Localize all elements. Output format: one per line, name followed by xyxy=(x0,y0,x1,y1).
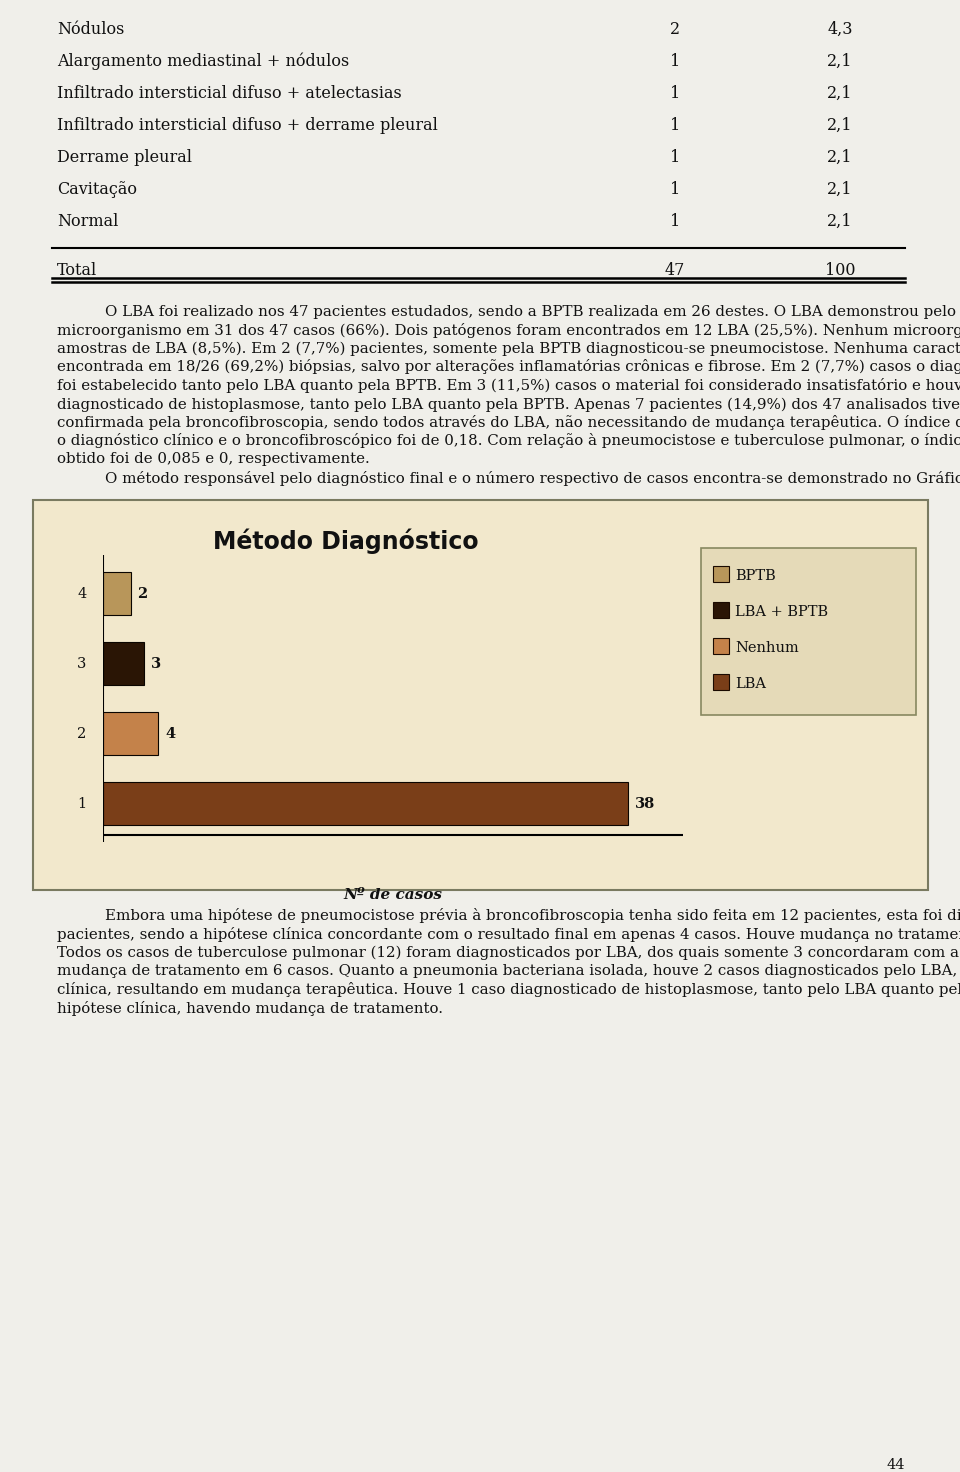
Text: 2: 2 xyxy=(77,727,86,740)
Text: 1: 1 xyxy=(670,149,680,166)
Text: 3: 3 xyxy=(77,657,86,671)
Text: LBA + BPTB: LBA + BPTB xyxy=(735,605,828,620)
Text: Método Diagnóstico: Método Diagnóstico xyxy=(213,528,479,553)
Text: encontrada em 18/26 (69,2%) biópsias, salvo por alterações inflamatórias crônica: encontrada em 18/26 (69,2%) biópsias, sa… xyxy=(57,359,960,374)
Bar xyxy=(713,602,729,618)
Text: Nº de casos: Nº de casos xyxy=(344,888,443,902)
Text: confirmada pela broncofibroscopia, sendo todos através do LBA, não necessitando : confirmada pela broncofibroscopia, sendo… xyxy=(57,415,960,430)
Text: Infiltrado intersticial difuso + derrame pleural: Infiltrado intersticial difuso + derrame… xyxy=(57,116,438,134)
Bar xyxy=(701,548,916,715)
Text: 2: 2 xyxy=(137,586,148,601)
Text: pacientes, sendo a hipótese clínica concordante com o resultado final em apenas : pacientes, sendo a hipótese clínica conc… xyxy=(57,926,960,942)
Text: Cavitação: Cavitação xyxy=(57,181,137,199)
Text: Normal: Normal xyxy=(57,213,118,230)
Text: Nódulos: Nódulos xyxy=(57,21,125,38)
Bar xyxy=(103,571,131,615)
Text: microorganismo em 31 dos 47 casos (66%). Dois patógenos foram encontrados em 12 : microorganismo em 31 dos 47 casos (66%).… xyxy=(57,322,960,337)
Text: Derrame pleural: Derrame pleural xyxy=(57,149,192,166)
Bar xyxy=(103,712,158,755)
Text: 1: 1 xyxy=(670,85,680,102)
Text: 2,1: 2,1 xyxy=(828,53,852,71)
Bar xyxy=(713,567,729,581)
Bar xyxy=(713,637,729,654)
Text: diagnosticado de histoplasmose, tanto pelo LBA quanto pela BPTB. Apenas 7 pacien: diagnosticado de histoplasmose, tanto pe… xyxy=(57,396,960,412)
Text: 1: 1 xyxy=(670,116,680,134)
Text: 44: 44 xyxy=(886,1457,905,1472)
Text: LBA: LBA xyxy=(735,677,766,690)
Text: 1: 1 xyxy=(670,181,680,199)
Text: 4: 4 xyxy=(77,586,86,601)
Text: 2: 2 xyxy=(670,21,680,38)
Text: 3: 3 xyxy=(152,657,161,671)
Text: foi estabelecido tanto pelo LBA quanto pela BPTB. Em 3 (11,5%) casos o material : foi estabelecido tanto pelo LBA quanto p… xyxy=(57,378,960,393)
Text: 2,1: 2,1 xyxy=(828,213,852,230)
Bar xyxy=(103,642,144,684)
Text: mudança de tratamento em 6 casos. Quanto a pneumonia bacteriana isolada, houve 2: mudança de tratamento em 6 casos. Quanto… xyxy=(57,964,960,979)
Text: 2,1: 2,1 xyxy=(828,116,852,134)
Text: 2,1: 2,1 xyxy=(828,181,852,199)
Text: hipótese clínica, havendo mudança de tratamento.: hipótese clínica, havendo mudança de tra… xyxy=(57,1001,443,1016)
Text: 38: 38 xyxy=(635,796,655,811)
Text: Alargamento mediastinal + nódulos: Alargamento mediastinal + nódulos xyxy=(57,53,349,71)
Text: obtido foi de 0,085 e 0, respectivamente.: obtido foi de 0,085 e 0, respectivamente… xyxy=(57,452,370,467)
Text: Nenhum: Nenhum xyxy=(735,640,799,655)
Text: 2,1: 2,1 xyxy=(828,149,852,166)
Text: Infiltrado intersticial difuso + atelectasias: Infiltrado intersticial difuso + atelect… xyxy=(57,85,401,102)
Text: Embora uma hipótese de pneumocistose prévia à broncofibroscopia tenha sido feita: Embora uma hipótese de pneumocistose pré… xyxy=(105,908,960,923)
Text: amostras de LBA (8,5%). Em 2 (7,7%) pacientes, somente pela BPTB diagnosticou-se: amostras de LBA (8,5%). Em 2 (7,7%) paci… xyxy=(57,342,960,356)
Bar xyxy=(103,782,628,826)
Text: 47: 47 xyxy=(665,262,685,280)
Text: 4: 4 xyxy=(165,727,176,740)
Text: BPTB: BPTB xyxy=(735,570,776,583)
Text: Total: Total xyxy=(57,262,97,280)
Text: 1: 1 xyxy=(78,796,86,811)
Bar xyxy=(713,674,729,690)
Text: 100: 100 xyxy=(825,262,855,280)
Text: 4,3: 4,3 xyxy=(828,21,852,38)
Text: 1: 1 xyxy=(670,213,680,230)
Text: O método responsável pelo diagnóstico final e o número respectivo de casos encon: O método responsável pelo diagnóstico fi… xyxy=(105,471,960,487)
Text: O LBA foi realizado nos 47 pacientes estudados, sendo a BPTB realizada em 26 des: O LBA foi realizado nos 47 pacientes est… xyxy=(105,305,960,319)
Text: o diagnóstico clínico e o broncofibroscópico foi de 0,18. Com relação à pneumoci: o diagnóstico clínico e o broncofibroscó… xyxy=(57,433,960,449)
Bar xyxy=(103,555,683,842)
Text: Todos os casos de tuberculose pulmonar (12) foram diagnosticados por LBA, dos qu: Todos os casos de tuberculose pulmonar (… xyxy=(57,945,960,960)
Text: clínica, resultando em mudança terapêutica. Houve 1 caso diagnosticado de histop: clínica, resultando em mudança terapêuti… xyxy=(57,982,960,997)
Text: 2,1: 2,1 xyxy=(828,85,852,102)
Bar xyxy=(33,500,928,891)
Text: 1: 1 xyxy=(670,53,680,71)
